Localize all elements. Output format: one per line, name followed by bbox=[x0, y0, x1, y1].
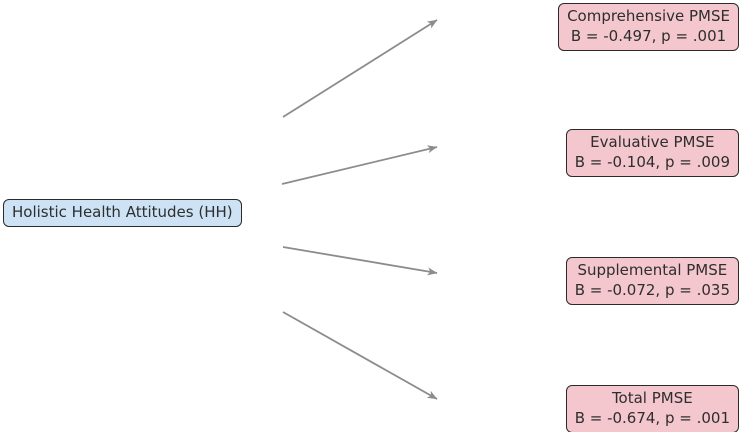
arrow bbox=[282, 311, 438, 400]
outcome-node-evaluative: Evaluative PMSE B = -0.104, p = .009 bbox=[565, 129, 739, 177]
arrow bbox=[282, 19, 438, 118]
predictor-node: Holistic Health Attitudes (HH) bbox=[3, 199, 242, 227]
predictor-label: Holistic Health Attitudes (HH) bbox=[12, 203, 233, 221]
outcome-node-supplemental: Supplemental PMSE B = -0.072, p = .035 bbox=[565, 257, 739, 305]
outcome-node-comprehensive: Comprehensive PMSE B = -0.497, p = .001 bbox=[558, 3, 739, 51]
outcome-stats: B = -0.072, p = .035 bbox=[574, 280, 730, 299]
arrow bbox=[281, 145, 438, 185]
outcome-stats: B = -0.674, p = .001 bbox=[574, 408, 730, 427]
outcome-node-total: Total PMSE B = -0.674, p = .001 bbox=[565, 385, 739, 432]
outcome-stats: B = -0.104, p = .009 bbox=[574, 152, 730, 171]
outcome-title: Evaluative PMSE bbox=[590, 133, 715, 151]
outcome-title: Supplemental PMSE bbox=[577, 261, 728, 279]
outcome-title: Total PMSE bbox=[611, 389, 693, 407]
arrow bbox=[282, 246, 438, 276]
outcome-stats: B = -0.497, p = .001 bbox=[570, 26, 727, 45]
outcome-title: Comprehensive PMSE bbox=[567, 7, 730, 25]
